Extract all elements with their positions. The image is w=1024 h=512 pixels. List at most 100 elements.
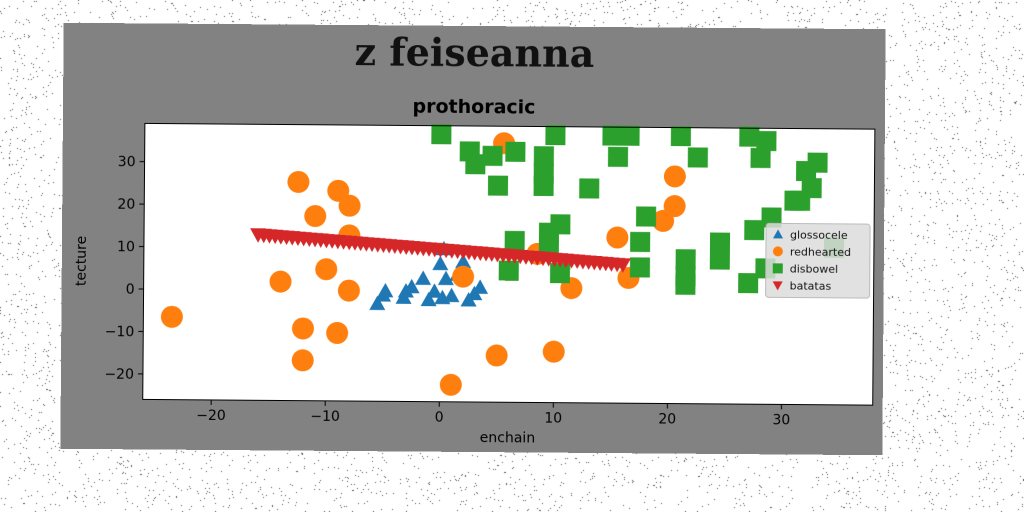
data-point-batatas — [540, 252, 557, 267]
y-tick-label: 0 — [126, 282, 135, 298]
x-tick-label: 30 — [772, 412, 790, 428]
data-point-disbowel — [505, 141, 526, 162]
legend-marker-batatas — [772, 281, 783, 291]
data-point-redhearted — [315, 258, 338, 281]
data-point-batatas — [426, 242, 443, 258]
y-tick-label: 10 — [117, 239, 135, 255]
data-point-redhearted — [485, 344, 508, 367]
data-point-glossocele — [432, 255, 449, 271]
data-point-batatas — [449, 244, 466, 260]
data-point-disbowel — [756, 130, 777, 152]
axes: −20 −10 0 10 20 30 −20 −10 0 10 20 30 — [104, 122, 876, 428]
data-point-redhearted — [663, 165, 686, 188]
data-point-batatas — [575, 255, 592, 270]
data-point-redhearted — [663, 195, 686, 218]
data-point-disbowel — [709, 232, 731, 253]
data-point-batatas — [347, 236, 364, 251]
data-point-redhearted — [652, 209, 675, 232]
y-axis-label: tecture — [74, 236, 90, 286]
data-point-glossocele — [455, 253, 472, 269]
legend-label: redhearted — [790, 245, 851, 258]
data-point-batatas — [335, 235, 352, 250]
data-point-batatas — [552, 253, 569, 268]
data-point-batatas — [461, 245, 478, 261]
data-point-batatas — [267, 229, 284, 245]
data-point-redhearted — [606, 226, 629, 249]
data-point-batatas — [597, 256, 614, 272]
y-tick-label: −10 — [105, 324, 135, 340]
data-point-disbowel — [744, 220, 765, 241]
plot-frame — [142, 122, 876, 406]
x-tick-label: 10 — [544, 411, 562, 427]
data-point-glossocele — [420, 291, 437, 307]
data-point-batatas — [301, 232, 318, 247]
data-point-disbowel — [431, 124, 452, 145]
data-point-disbowel — [482, 145, 503, 166]
data-point-batatas — [278, 230, 295, 246]
legend-marker-redhearted — [772, 246, 783, 257]
data-point-batatas — [506, 249, 523, 264]
data-point-disbowel — [602, 125, 623, 146]
data-point-redhearted — [291, 317, 314, 340]
data-point-batatas — [358, 237, 375, 252]
data-point-batatas — [312, 233, 329, 248]
data-point-glossocele — [369, 295, 386, 311]
data-point-batatas — [255, 228, 272, 244]
data-point-batatas — [586, 255, 603, 271]
data-point-disbowel — [630, 231, 651, 253]
data-point-redhearted — [291, 349, 314, 372]
legend-label: disbowel — [790, 262, 838, 275]
data-point-disbowel — [629, 257, 651, 278]
data-point-disbowel — [738, 273, 759, 294]
data-point-batatas — [369, 238, 386, 253]
legend-label: glossocele — [790, 228, 848, 241]
data-point-disbowel — [504, 230, 525, 252]
x-tick-label: 0 — [435, 410, 444, 426]
data-point-redhearted — [338, 194, 361, 217]
data-point-disbowel — [670, 126, 691, 147]
data-point-glossocele — [443, 287, 460, 303]
data-point-batatas — [438, 243, 455, 259]
data-point-disbowel — [549, 263, 571, 284]
data-point-batatas — [290, 231, 307, 246]
data-point-batatas — [529, 251, 546, 266]
legend-label: batatas — [790, 279, 832, 292]
data-point-disbowel — [545, 125, 566, 146]
data-markers — [160, 124, 845, 396]
data-point-disbowel — [533, 175, 554, 197]
y-tick-label: 20 — [117, 197, 135, 213]
scatter-plot: −20 −10 0 10 20 30 −20 −10 0 10 20 30 enchain tectu… — [74, 122, 876, 446]
data-point-glossocele — [426, 283, 443, 298]
legend-marker-glossocele — [773, 229, 784, 239]
data-point-batatas — [483, 247, 500, 262]
x-axis-label: enchain — [480, 430, 536, 446]
legend-marker-disbowel — [772, 263, 783, 274]
data-point-batatas — [563, 254, 580, 269]
data-point-disbowel — [498, 260, 519, 281]
data-point-redhearted — [304, 205, 327, 228]
y-tick-label: 30 — [118, 154, 136, 170]
data-point-batatas — [404, 240, 421, 256]
data-point-disbowel — [579, 178, 600, 199]
data-point-disbowel — [635, 206, 657, 227]
data-point-batatas — [495, 248, 512, 263]
data-point-batatas — [415, 241, 432, 257]
data-point-redhearted — [326, 321, 349, 344]
x-tick-label: 20 — [658, 411, 676, 427]
data-point-disbowel — [550, 214, 571, 235]
data-point-batatas — [472, 246, 489, 262]
data-point-disbowel — [761, 207, 782, 228]
data-point-glossocele — [377, 282, 394, 298]
data-point-disbowel — [487, 175, 509, 196]
legend-box — [765, 222, 871, 299]
data-point-glossocele — [403, 278, 420, 294]
data-point-redhearted — [439, 373, 462, 396]
data-point-disbowel — [801, 178, 822, 199]
data-point-disbowel — [750, 147, 771, 169]
data-point-batatas — [392, 239, 409, 255]
x-tick-label: −10 — [310, 409, 340, 425]
data-point-redhearted — [160, 305, 183, 328]
legend: glossocele redhearted disbowel batatas — [765, 222, 871, 299]
data-point-disbowel — [533, 146, 554, 167]
x-tick-label: −20 — [196, 408, 226, 424]
